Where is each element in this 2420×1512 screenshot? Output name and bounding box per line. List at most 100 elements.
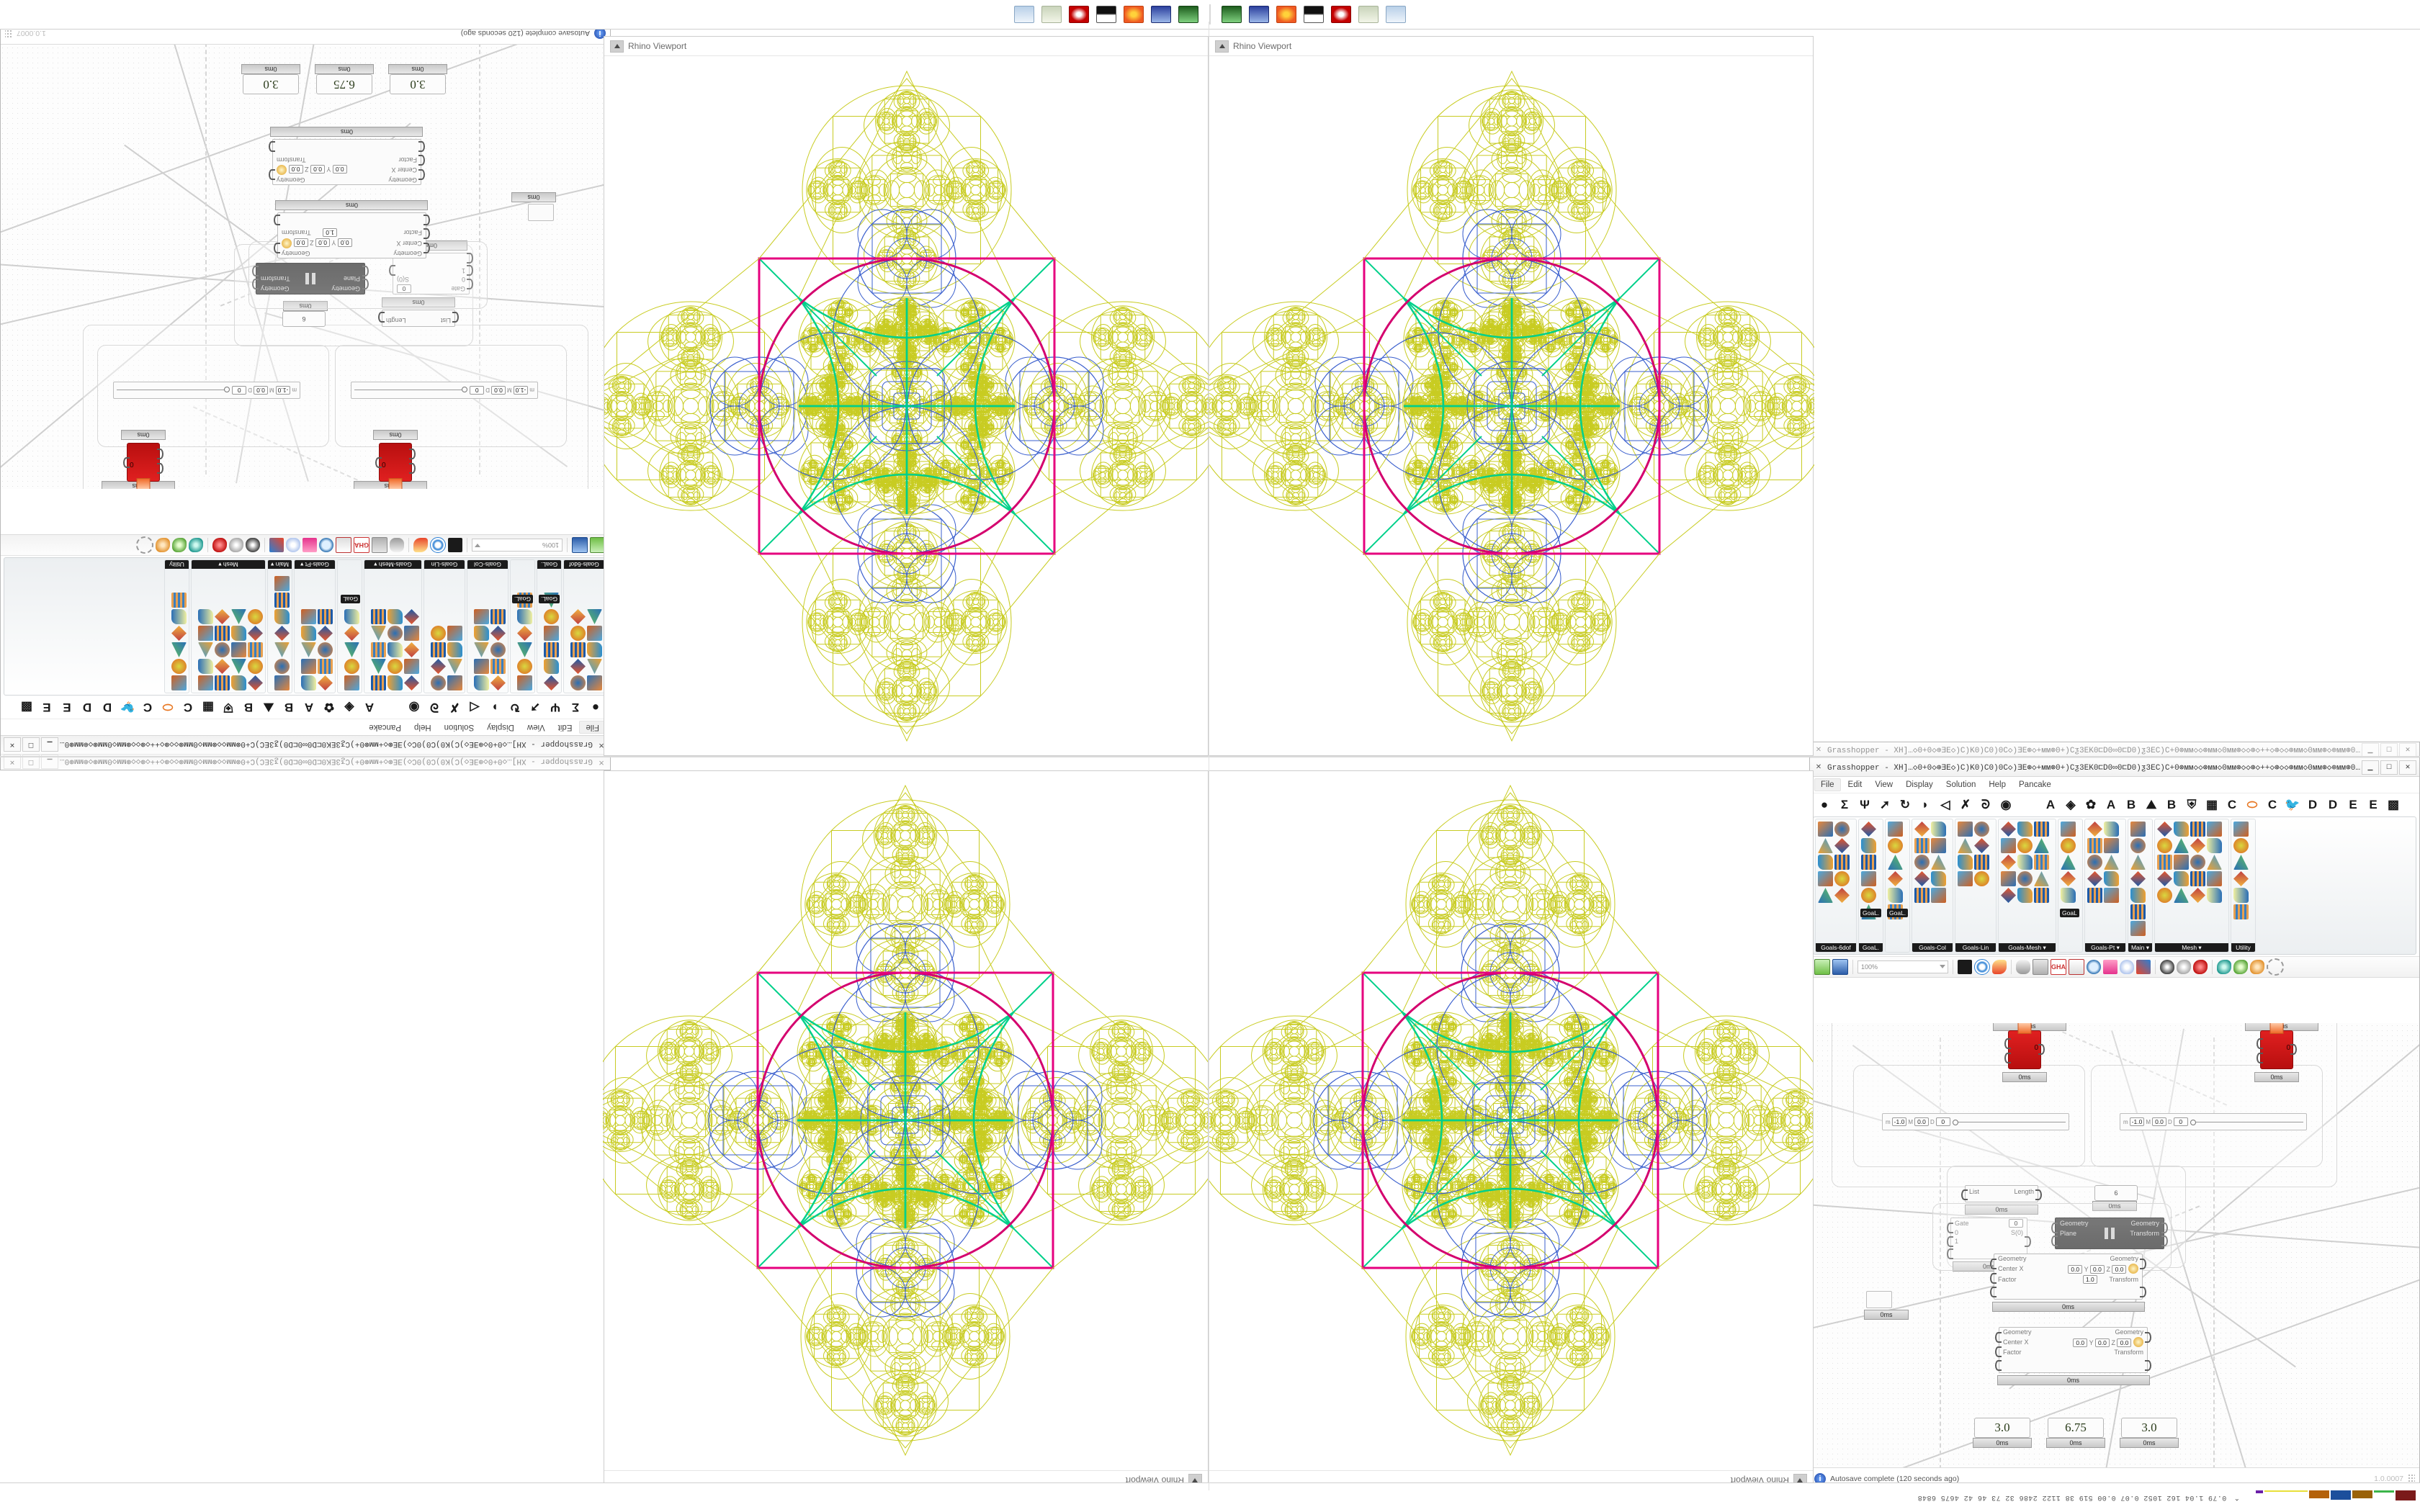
save-icon[interactable] [572,537,588,553]
shade-grey-icon[interactable] [2177,960,2191,974]
kangaroo-solver[interactable]: 0 0ms [2254,1023,2299,1082]
component-icon[interactable] [387,609,403,624]
help-icon[interactable] [302,538,317,552]
component-icon[interactable] [544,609,559,624]
component-icon[interactable] [231,675,246,690]
list-length-component[interactable]: List Length 0ms [378,297,459,327]
component-icon[interactable] [371,675,386,690]
component-icon[interactable] [198,626,213,641]
component-icon[interactable] [1914,871,1930,886]
center-x[interactable]: 0.0 [337,238,352,247]
palette-group-label[interactable]: Utility [165,560,189,569]
menu-pancake[interactable]: Pancake [369,723,401,732]
inkscape-icon[interactable] [1304,6,1324,23]
component-icon[interactable] [1974,822,1989,837]
preview-eye-icon[interactable] [1974,959,1990,975]
fit-view-icon[interactable] [1958,960,1972,974]
factor-value[interactable]: 1.0 [323,228,338,237]
component-icon[interactable] [2130,888,2146,903]
component-icon[interactable] [1931,822,1946,837]
component-icon[interactable] [215,675,230,690]
component-icon[interactable] [301,609,316,624]
slider-track[interactable] [354,390,463,391]
preview-orange-icon[interactable] [156,538,170,552]
component-icon[interactable] [371,609,386,624]
palette-group-label[interactable]: Goals-Lin [1955,943,1996,952]
component-icon[interactable] [474,626,489,641]
component-icon[interactable] [2157,871,2172,886]
component-icon[interactable] [447,659,462,674]
md-slider[interactable]: m -1.0 M 0.0 D 0 [2120,1113,2307,1130]
component-icon[interactable] [387,642,403,657]
scale-component[interactable]: Geometry Geometry Center X 0.0 Y 0.0 Z 0… [1990,1254,2146,1312]
menu-display[interactable]: Display [1906,780,1933,789]
component-icon[interactable] [587,675,602,690]
md-slider[interactable]: m -1.0 M 0.0 D 0 [113,382,300,399]
component-icon[interactable] [318,626,333,641]
component-icon[interactable] [431,642,446,657]
number-slider[interactable]: 3.0 [243,74,299,94]
notepad-icon[interactable] [1041,6,1062,23]
component-icon[interactable] [2001,838,2016,853]
component-icon[interactable] [231,642,246,657]
component-icon[interactable] [371,659,386,674]
component-icon[interactable] [517,642,532,657]
gha-assembly-icon[interactable]: GHA [354,537,369,553]
palette-group-label[interactable]: Main ▾ [2128,943,2152,952]
floppy-blue-icon[interactable] [1151,6,1171,23]
menu-solution[interactable]: Solution [444,723,475,732]
menu-view[interactable]: View [526,723,545,732]
tab-surface-icon[interactable]: ◗ [1921,797,1930,811]
tab-c1-icon[interactable]: C [2227,797,2237,811]
tab-mesh-icon[interactable]: ◁ [1940,797,1950,811]
component-icon[interactable] [2157,888,2172,903]
component-icon[interactable] [248,626,263,641]
component-icon[interactable] [404,659,419,674]
component-icon[interactable] [2001,855,2016,870]
capsule-icon[interactable] [390,538,404,552]
component-icon[interactable] [274,675,290,690]
component-icon[interactable] [474,609,489,624]
tab-params-icon[interactable]: ● [591,701,600,715]
palette-group-label[interactable]: Mesh ▾ [2155,943,2228,952]
preview-green-icon[interactable] [2233,960,2248,974]
close-button[interactable]: ✕ [2399,742,2416,757]
component-icon[interactable] [171,642,187,657]
component-icon[interactable] [490,659,506,674]
shade-black-icon[interactable] [246,538,260,552]
component-icon[interactable] [171,593,187,608]
close-icon[interactable]: ✕ [598,758,605,766]
component-icon[interactable] [2130,855,2146,870]
component-icon[interactable] [2157,855,2172,870]
component-icon[interactable] [1914,855,1930,870]
kangaroo-solver[interactable]: 0 0ms [2002,1023,2047,1082]
tab-intersect-icon[interactable]: ✗ [449,701,460,715]
max-value[interactable]: 0.0 [491,386,506,395]
tab-mount-icon[interactable]: ⛰ [263,701,274,715]
resize-grip[interactable] [5,28,12,38]
tab-c2-icon[interactable]: C [2267,797,2277,811]
component-icon[interactable] [2017,822,2033,837]
component-icon[interactable] [2130,838,2146,853]
bake-icon[interactable] [413,538,428,552]
tab-a1-icon[interactable]: A [364,701,375,715]
tab-intersect-icon[interactable]: ✗ [1960,797,1971,811]
component-icon[interactable] [344,659,359,674]
calculator-icon[interactable] [1014,6,1034,23]
component-icon[interactable] [1888,822,1903,837]
palette-group-label[interactable]: GoaL. [537,560,561,569]
tab-d2-icon[interactable]: D [2328,797,2338,811]
dec-value[interactable]: 0 [470,386,485,395]
cluster-icon[interactable] [2136,960,2151,974]
palette-group-label[interactable]: Goals-6dof [564,560,604,569]
number-slider[interactable]: 3.0 [2121,1418,2177,1438]
component-icon[interactable] [344,609,359,624]
menu-display[interactable]: Display [487,723,514,732]
component-icon[interactable] [318,609,333,624]
maximize-button[interactable]: ☐ [2380,760,2398,775]
minimize-button[interactable]: ▁ [41,737,58,752]
palette-group-label[interactable]: Main ▾ [268,560,292,569]
component-icon[interactable] [231,659,246,674]
component-icon[interactable] [2017,855,2033,870]
component-icon[interactable] [517,659,532,674]
